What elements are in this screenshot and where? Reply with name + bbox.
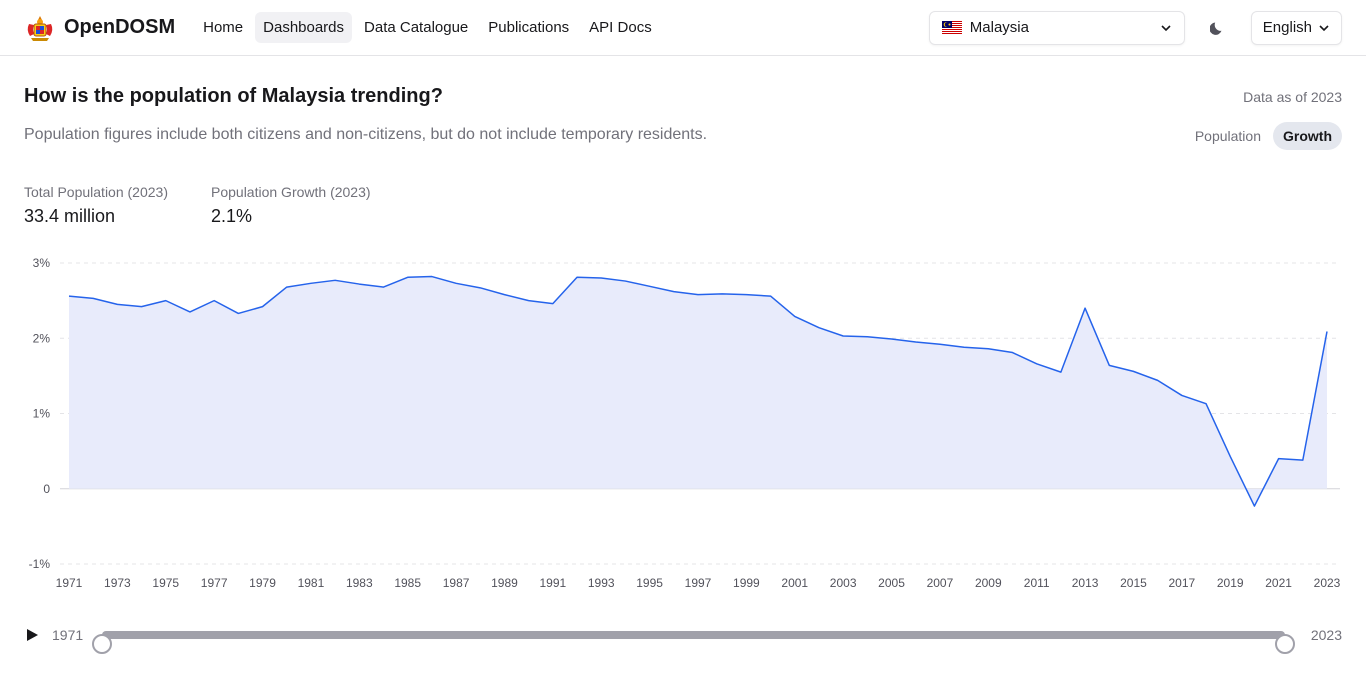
x-tick-label: 2019 — [1217, 576, 1244, 590]
slider-track[interactable] — [92, 631, 1295, 654]
x-tick-label: 1987 — [443, 576, 470, 590]
x-tick-label: 1973 — [104, 576, 131, 590]
stat-population-growth: Population Growth (2023) 2.1% — [211, 184, 371, 227]
x-tick-label: 2001 — [781, 576, 808, 590]
x-tick-label: 1975 — [152, 576, 179, 590]
language-select-value: English — [1262, 19, 1312, 36]
moon-icon — [1209, 22, 1222, 35]
y-tick-label: 3% — [33, 256, 51, 270]
x-tick-label: 1989 — [491, 576, 518, 590]
y-tick-label: 0 — [43, 482, 50, 496]
slider-thumb-start[interactable] — [92, 634, 112, 654]
area-fill — [69, 276, 1327, 507]
x-tick-label: 2023 — [1314, 576, 1341, 590]
section-subtitle: Population figures include both citizens… — [24, 126, 708, 143]
x-tick-label: 1979 — [249, 576, 276, 590]
x-tick-label: 1997 — [685, 576, 712, 590]
nav-item-publications[interactable]: Publications — [488, 19, 570, 36]
theme-toggle-button[interactable] — [1203, 13, 1233, 43]
nav-item-data-catalogue[interactable]: Data Catalogue — [364, 19, 469, 36]
x-tick-label: 2009 — [975, 576, 1002, 590]
stat-value: 2.1% — [211, 206, 253, 226]
stat-label: Population Growth (2023) — [211, 184, 371, 200]
play-icon[interactable] — [24, 627, 40, 643]
logo[interactable]: OpenDOSM — [24, 14, 175, 42]
x-tick-label: 1981 — [298, 576, 325, 590]
x-tick-label: 1995 — [636, 576, 663, 590]
section-title: How is the population of Malaysia trendi… — [24, 85, 443, 107]
chevron-down-icon — [1319, 24, 1329, 31]
x-tick-label: 2011 — [1024, 576, 1050, 590]
x-tick-label: 1999 — [733, 576, 760, 590]
slider-min-label: 1971 — [52, 627, 84, 643]
toggle-population[interactable]: Population — [1194, 128, 1261, 144]
nav-item-home[interactable]: Home — [203, 19, 244, 36]
x-tick-label: 2007 — [927, 576, 954, 590]
growth-chart[interactable]: -1% 0 1% 2% 3% 1971 1973 1975 1977 1979 1981 1983 19… — [0, 250, 1366, 595]
slider-thumb-end[interactable] — [1275, 634, 1295, 654]
y-tick-label: 1% — [33, 407, 51, 421]
brand-name: OpenDOSM — [64, 16, 176, 38]
metric-toggle: Population Growth — [1185, 122, 1342, 150]
country-select-value: Malaysia — [969, 19, 1029, 36]
x-tick-label: 1983 — [346, 576, 373, 590]
year-range-slider: 1971 2023 — [24, 622, 1342, 654]
chevron-down-icon — [1161, 24, 1171, 31]
country-select[interactable]: Malaysia — [928, 10, 1185, 45]
nav-menu: Home Dashboards Data Catalogue Publicati… — [195, 12, 660, 43]
y-tick-label: -1% — [29, 557, 51, 571]
crest-icon — [27, 15, 53, 41]
x-tick-label: 2021 — [1265, 576, 1292, 590]
x-tick-label: 2017 — [1168, 576, 1195, 590]
navbar: OpenDOSM Home Dashboards Data Catalogue … — [0, 0, 1366, 56]
stat-label: Total Population (2023) — [24, 184, 168, 200]
malaysia-flag-icon — [941, 21, 962, 34]
language-select[interactable]: English — [1250, 10, 1342, 45]
stat-total-population: Total Population (2023) 33.4 million — [24, 184, 168, 227]
slider-max-label: 2023 — [1310, 627, 1342, 643]
nav-item-dashboards[interactable]: Dashboards — [255, 12, 353, 43]
x-tick-label: 1993 — [588, 576, 615, 590]
x-tick-label: 2003 — [830, 576, 857, 590]
toggle-growth[interactable]: Growth — [1273, 122, 1342, 150]
y-tick-label: 2% — [33, 331, 51, 345]
x-tick-label: 2005 — [878, 576, 905, 590]
x-tick-label: 2013 — [1072, 576, 1099, 590]
x-tick-label: 1991 — [539, 576, 566, 590]
data-as-of: Data as of 2023 — [1243, 89, 1342, 105]
x-tick-label: 1977 — [201, 576, 228, 590]
stat-value: 33.4 million — [24, 206, 116, 226]
x-tick-label: 1971 — [56, 576, 83, 590]
x-tick-label: 1985 — [394, 576, 421, 590]
x-tick-label: 2015 — [1120, 576, 1147, 590]
nav-item-api-docs[interactable]: API Docs — [589, 19, 652, 36]
